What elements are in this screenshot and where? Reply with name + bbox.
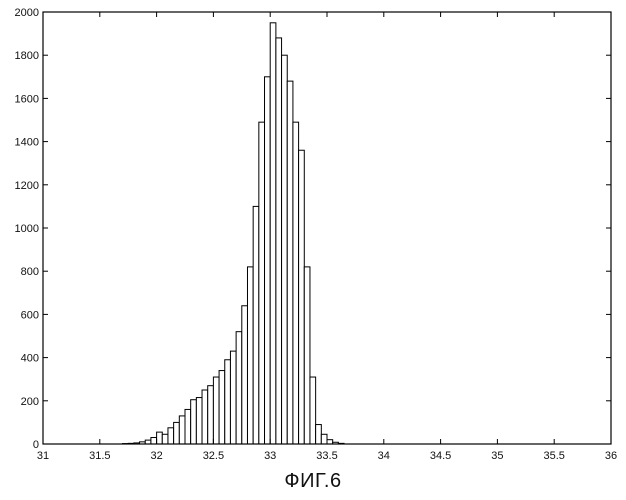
histogram-bar — [259, 122, 265, 444]
x-tick-label: 35 — [491, 450, 503, 462]
histogram-bar — [236, 332, 242, 444]
x-tick-label: 35.5 — [543, 450, 564, 462]
y-tick-label: 1800 — [15, 50, 39, 62]
histogram-bar — [179, 416, 185, 444]
histogram-bar — [299, 150, 305, 444]
figure-caption: ФИГ.6 — [0, 470, 626, 493]
histogram-bar — [287, 81, 293, 444]
y-tick-label: 1000 — [15, 223, 39, 235]
histogram-bar — [174, 422, 180, 444]
histogram-chart: 31 31.5 32 32.5 33 33.5 34 34.5 35 35.5 36 0 200 400… — [0, 0, 626, 468]
histogram-bar — [213, 377, 219, 444]
x-tick-label: 31 — [37, 450, 49, 462]
x-tick-label: 33.5 — [316, 450, 337, 462]
histogram-bar — [242, 306, 248, 444]
y-tick-label: 1400 — [15, 137, 39, 149]
histogram-bar — [208, 386, 214, 444]
histogram-bar — [327, 440, 333, 444]
x-tick-label: 36 — [605, 450, 617, 462]
histogram-bar — [321, 434, 327, 444]
histogram-bar — [168, 428, 174, 444]
histogram-bar — [310, 377, 316, 444]
x-tick-label: 34.5 — [430, 450, 451, 462]
x-tick-label: 32 — [150, 450, 162, 462]
y-tick-label: 2000 — [15, 7, 39, 19]
histogram-bar — [270, 23, 276, 444]
histogram-bar — [282, 55, 288, 444]
histogram-bar — [265, 77, 271, 444]
histogram-bar — [276, 38, 282, 444]
y-tick-label: 0 — [33, 439, 39, 451]
histogram-bar — [225, 360, 231, 444]
y-tick-label: 200 — [21, 396, 39, 408]
histogram-bar — [304, 267, 310, 444]
x-tick-label: 33 — [264, 450, 276, 462]
histogram-bar — [162, 434, 168, 444]
plot-area — [43, 12, 611, 444]
histogram-bar — [196, 398, 202, 444]
y-tick-label: 400 — [21, 353, 39, 365]
y-tick-label: 1200 — [15, 180, 39, 192]
histogram-bar — [253, 206, 259, 444]
histogram-bar — [230, 351, 236, 444]
x-tick-label: 34 — [378, 450, 390, 462]
histogram-bar — [316, 425, 322, 444]
histogram-bar — [191, 400, 197, 444]
histogram-bar — [247, 267, 253, 444]
histogram-bar — [202, 390, 208, 444]
y-tick-label: 800 — [21, 266, 39, 278]
histogram-bar — [293, 122, 299, 444]
histogram-bar — [157, 432, 163, 444]
histogram-bar — [151, 438, 157, 444]
histogram-bar — [219, 371, 225, 444]
y-tick-label: 600 — [21, 309, 39, 321]
y-tick-label: 1600 — [15, 93, 39, 105]
x-tick-label: 32.5 — [203, 450, 224, 462]
histogram-bar — [185, 409, 191, 444]
x-tick-label: 31.5 — [89, 450, 110, 462]
